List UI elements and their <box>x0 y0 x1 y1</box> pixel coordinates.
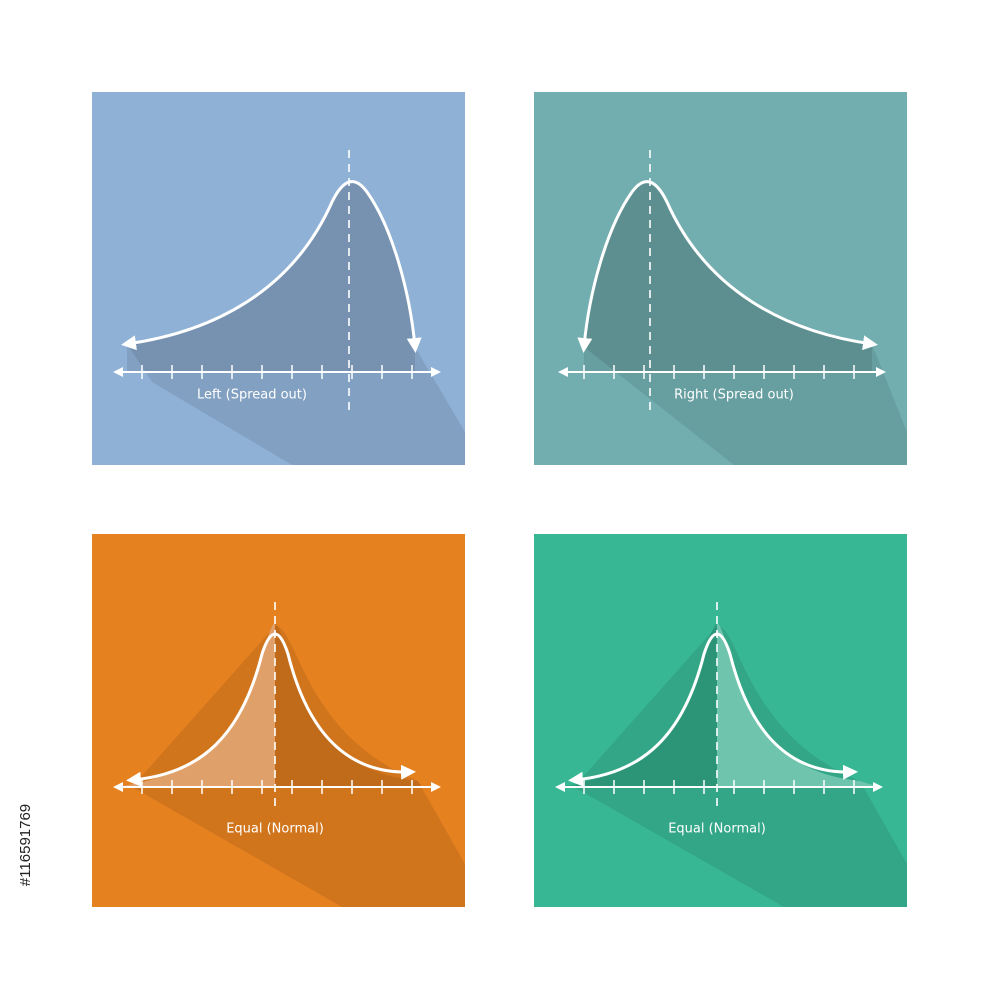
panel-left-skew: Left (Spread out) <box>92 92 465 465</box>
distribution-curve <box>121 180 422 353</box>
panel-label: Left (Spread out) <box>197 388 307 403</box>
axis-ticks <box>141 365 413 379</box>
distribution-curve <box>577 180 878 353</box>
curve-area <box>584 181 872 372</box>
panel-label: Equal (Normal) <box>668 822 766 837</box>
panel-label: Right (Spread out) <box>674 388 794 403</box>
stock-id: #116591769 <box>17 804 34 886</box>
axis-ticks <box>141 780 413 794</box>
distribution-curve <box>126 632 416 787</box>
right-half-area <box>717 623 879 787</box>
curve-area <box>127 181 415 372</box>
long-shadow <box>127 181 465 465</box>
distribution-curve <box>568 632 858 787</box>
right-half-area <box>275 623 422 787</box>
panel-right-skew: Right (Spread out) <box>534 92 907 465</box>
panel-background <box>92 534 465 907</box>
panel-normal-green: Equal (Normal) <box>534 534 907 907</box>
long-shadow <box>584 181 907 465</box>
panel-normal-orange: Equal (Normal) <box>92 534 465 907</box>
axis-ticks <box>583 365 855 379</box>
panel-label: Equal (Normal) <box>226 822 324 837</box>
left-half-area <box>117 623 275 787</box>
axis-ticks <box>583 780 855 794</box>
left-half-area <box>559 623 717 787</box>
